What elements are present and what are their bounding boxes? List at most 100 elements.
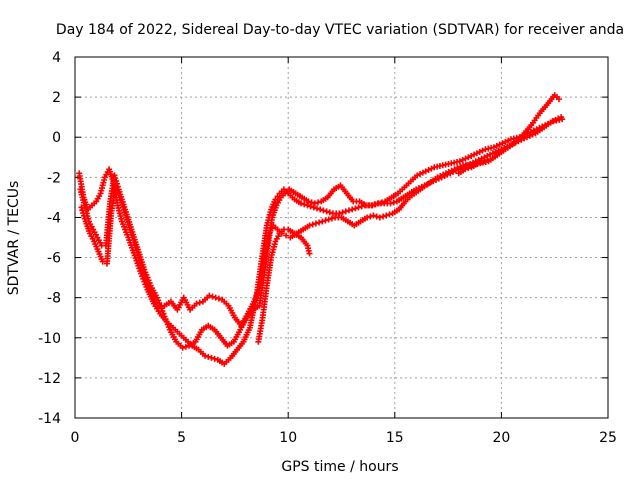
chart-title: Day 184 of 2022, Sidereal Day-to-day VTE… [56, 22, 624, 38]
trace-marker [339, 209, 346, 216]
data-point [349, 206, 356, 213]
trace-marker [274, 193, 281, 200]
data-point [323, 208, 330, 215]
trace-marker [209, 293, 216, 300]
data-point [306, 222, 313, 229]
x-tick-label: 5 [177, 430, 186, 446]
data-point [305, 198, 312, 205]
trace-marker [373, 213, 380, 220]
data-point [370, 212, 377, 219]
data-point [304, 202, 311, 209]
trace-marker [386, 211, 393, 218]
data-series [76, 92, 566, 367]
data-point [462, 166, 469, 173]
data-point [364, 214, 371, 221]
data-point [212, 294, 219, 301]
y-tick-label: -6 [47, 251, 61, 267]
trace-marker [211, 355, 218, 362]
trace-marker [309, 221, 316, 228]
trace-marker [484, 157, 491, 164]
trace-marker [205, 353, 212, 360]
trace-marker [182, 343, 189, 350]
data-point [179, 344, 186, 351]
data-point [202, 352, 209, 359]
data-point [387, 200, 394, 207]
x-tick-label: 10 [279, 430, 297, 446]
trace-marker [114, 183, 121, 190]
trace-marker [367, 213, 374, 220]
trace-marker [380, 213, 387, 220]
series-1 [76, 114, 565, 367]
data-point [355, 204, 362, 211]
trace-marker [313, 205, 320, 212]
data-point [474, 160, 481, 167]
x-tick-label: 15 [386, 430, 404, 446]
data-point [306, 250, 313, 257]
y-tick-label: -4 [47, 210, 61, 226]
y-tick-label: -8 [47, 291, 61, 307]
y-tick-label: -10 [38, 331, 61, 347]
data-point [383, 212, 390, 219]
y-tick-label: 4 [52, 50, 61, 66]
data-point [317, 206, 324, 213]
data-point [310, 204, 317, 211]
trace-marker [113, 177, 120, 184]
gridlines [75, 57, 608, 418]
trace-marker [308, 199, 315, 206]
series-4 [255, 226, 313, 345]
trace-marker [352, 205, 359, 212]
series-3 [77, 116, 566, 351]
y-tick-label: -2 [47, 170, 61, 186]
trace-marker [320, 207, 327, 214]
data-point [375, 200, 382, 207]
trace-marker [465, 165, 472, 172]
x-tick-label: 25 [599, 430, 617, 446]
trace-marker [326, 209, 333, 216]
trace-marker [345, 207, 352, 214]
trace-marker [114, 180, 120, 187]
trace-marker [315, 199, 322, 206]
data-point [319, 218, 326, 225]
data-point [111, 172, 118, 179]
trace-marker [215, 295, 222, 302]
trace-marker [307, 203, 314, 210]
data-point [208, 354, 215, 361]
data-point [336, 210, 343, 217]
data-point [481, 158, 488, 165]
trace-marker [316, 219, 323, 226]
data-point [559, 116, 566, 123]
data-point [342, 208, 349, 215]
data-point [311, 200, 318, 207]
data-point [283, 232, 290, 239]
data-point [376, 214, 383, 221]
trace-marker [478, 159, 485, 166]
trace-marker [112, 175, 119, 182]
data-point [312, 220, 319, 227]
y-tick-label: 0 [52, 130, 61, 146]
series-5 [455, 156, 494, 177]
trace-marker [328, 215, 335, 222]
data-point [369, 202, 376, 209]
data-point [206, 292, 213, 299]
data-point [325, 216, 332, 223]
x-tick-label: 0 [71, 430, 80, 446]
x-tick-label: 20 [492, 430, 510, 446]
trace-marker [390, 199, 397, 206]
data-point [297, 200, 304, 207]
data-point [193, 300, 200, 307]
trace-marker [196, 299, 203, 306]
trace-marker [372, 201, 379, 208]
trace-marker [379, 199, 386, 206]
trace-marker [322, 217, 329, 224]
y-tick-label: 2 [52, 90, 61, 106]
plot-frame [74, 56, 609, 419]
y-axis-label: SDTVAR / TECUs [6, 181, 22, 296]
y-tick-label: -12 [38, 371, 61, 387]
x-axis-label: GPS time / hours [281, 459, 398, 475]
data-point [555, 96, 562, 103]
trace-marker [301, 201, 308, 208]
data-point [487, 156, 494, 163]
y-tick-label: -14 [38, 411, 61, 427]
